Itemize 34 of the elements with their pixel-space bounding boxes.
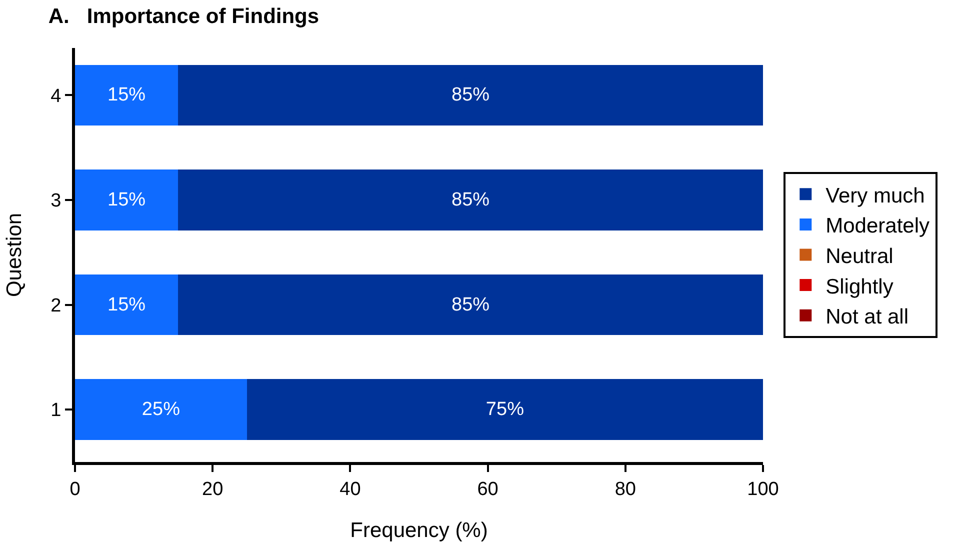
bar	[247, 379, 763, 440]
bar	[75, 170, 178, 230]
bar	[75, 64, 178, 126]
x-axis-title: Frequency (%)	[350, 519, 488, 542]
bar	[75, 379, 247, 440]
y-axis-title: Question	[3, 212, 26, 298]
bar	[75, 274, 178, 336]
x-tick-label: 80	[614, 478, 636, 500]
data-label: 85%	[452, 189, 490, 210]
x-tick-label: 0	[70, 478, 80, 500]
data-label: 15%	[108, 84, 146, 106]
x-tick-label: 40	[340, 478, 361, 500]
legend-label: Moderately	[826, 214, 930, 238]
legend-label: Neutral	[826, 244, 894, 268]
y-tick-label: 2	[50, 295, 62, 316]
data-label: 25%	[142, 399, 180, 420]
data-label: 75%	[486, 399, 524, 420]
legend-label: Not at all	[826, 306, 909, 329]
bar	[178, 64, 763, 126]
x-tick-label: 100	[747, 478, 779, 500]
chart-title: A. Importance of Findings	[48, 4, 320, 28]
data-label: 85%	[452, 84, 490, 106]
legend-label: Slightly	[826, 275, 894, 298]
data-label: 15%	[108, 294, 146, 316]
x-tick-label: 20	[202, 478, 224, 500]
data-label: 15%	[108, 189, 146, 210]
data-label: 85%	[452, 294, 490, 316]
y-tick-label: 3	[50, 190, 62, 212]
x-tick-label: 60	[477, 478, 498, 500]
bar	[178, 170, 763, 230]
bar	[178, 274, 763, 336]
y-tick-label: 1	[50, 400, 62, 422]
y-tick-label: 4	[50, 86, 62, 107]
legend-label: Very much	[826, 184, 925, 208]
